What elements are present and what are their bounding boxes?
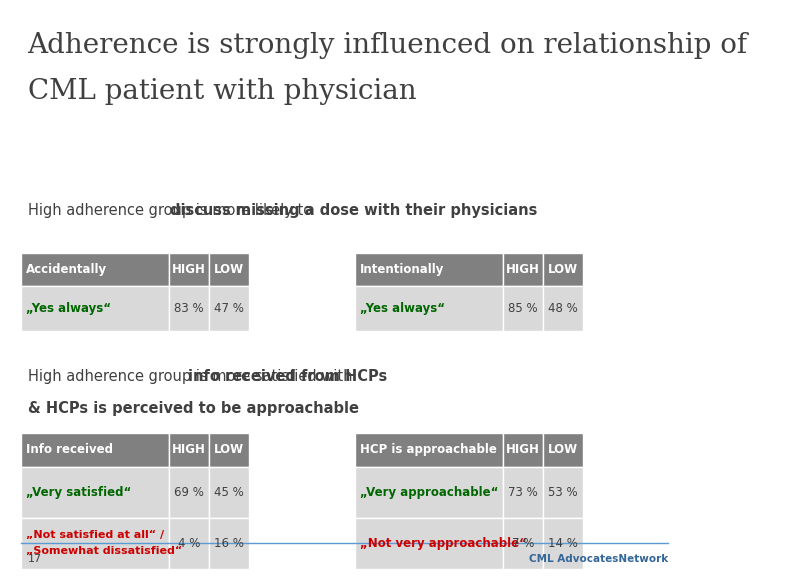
Bar — [543, 433, 583, 467]
Text: LOW: LOW — [548, 443, 578, 456]
Text: LOW: LOW — [213, 263, 244, 276]
Bar — [21, 253, 169, 286]
Text: CML patient with physician: CML patient with physician — [27, 78, 416, 105]
Bar — [355, 467, 503, 518]
Bar — [503, 286, 543, 331]
Bar — [543, 253, 583, 286]
Text: „Not satisfied at all“ /: „Not satisfied at all“ / — [26, 530, 164, 540]
Bar — [503, 518, 543, 569]
Text: 4 %: 4 % — [178, 537, 200, 550]
Text: High adherence group is more likely to: High adherence group is more likely to — [27, 203, 316, 218]
Text: „Not very approachable“: „Not very approachable“ — [360, 537, 527, 550]
Text: LOW: LOW — [548, 263, 578, 276]
Bar — [21, 467, 169, 518]
Text: 48 %: 48 % — [548, 302, 578, 315]
Bar — [355, 253, 503, 286]
Text: 17: 17 — [27, 554, 42, 564]
Text: 85 %: 85 % — [508, 302, 537, 315]
Bar — [503, 253, 543, 286]
Bar — [169, 286, 208, 331]
Text: 14 %: 14 % — [548, 537, 578, 550]
Text: 69 %: 69 % — [174, 486, 204, 498]
Text: 45 %: 45 % — [214, 486, 243, 498]
Text: HIGH: HIGH — [172, 263, 206, 276]
Text: & HCPs is perceived to be approachable: & HCPs is perceived to be approachable — [27, 401, 359, 416]
Text: Accidentally: Accidentally — [26, 263, 107, 276]
Bar — [355, 518, 503, 569]
Text: 47 %: 47 % — [214, 302, 244, 315]
Text: HIGH: HIGH — [172, 443, 206, 456]
Text: HIGH: HIGH — [506, 263, 540, 276]
Bar — [355, 286, 503, 331]
Text: discuss missing a dose with their physicians: discuss missing a dose with their physic… — [170, 203, 537, 218]
Text: Info received: Info received — [26, 443, 113, 456]
Bar — [208, 518, 249, 569]
Bar — [169, 433, 208, 467]
Text: HCP is approachable: HCP is approachable — [360, 443, 497, 456]
Bar — [169, 253, 208, 286]
Text: 7 %: 7 % — [511, 537, 534, 550]
Text: „Very approachable“: „Very approachable“ — [360, 486, 499, 498]
Text: CML AdvocatesNetwork: CML AdvocatesNetwork — [529, 554, 668, 564]
Bar — [21, 433, 169, 467]
Bar — [543, 286, 583, 331]
Text: 83 %: 83 % — [174, 302, 204, 315]
Bar — [169, 467, 208, 518]
Bar — [543, 518, 583, 569]
Bar — [503, 467, 543, 518]
Text: „Yes always“: „Yes always“ — [360, 302, 445, 315]
Text: Intentionally: Intentionally — [360, 263, 444, 276]
Text: „Somewhat dissatisfied“: „Somewhat dissatisfied“ — [26, 546, 183, 557]
Text: info received from HCPs: info received from HCPs — [188, 369, 388, 384]
Text: High adherence group is more satisfied with: High adherence group is more satisfied w… — [27, 369, 356, 384]
Text: 53 %: 53 % — [548, 486, 578, 498]
Text: „Yes always“: „Yes always“ — [26, 302, 112, 315]
Bar — [503, 433, 543, 467]
Text: Adherence is strongly influenced on relationship of: Adherence is strongly influenced on rela… — [27, 32, 748, 59]
Text: 73 %: 73 % — [508, 486, 538, 498]
Bar — [208, 286, 249, 331]
Text: LOW: LOW — [213, 443, 244, 456]
Text: 16 %: 16 % — [214, 537, 244, 550]
Bar — [208, 433, 249, 467]
Bar — [208, 253, 249, 286]
Text: „Very satisfied“: „Very satisfied“ — [26, 486, 132, 498]
Text: HIGH: HIGH — [506, 443, 540, 456]
Bar — [21, 286, 169, 331]
Bar — [543, 467, 583, 518]
Bar — [208, 467, 249, 518]
Bar — [21, 518, 169, 569]
Bar — [355, 433, 503, 467]
Bar — [169, 518, 208, 569]
